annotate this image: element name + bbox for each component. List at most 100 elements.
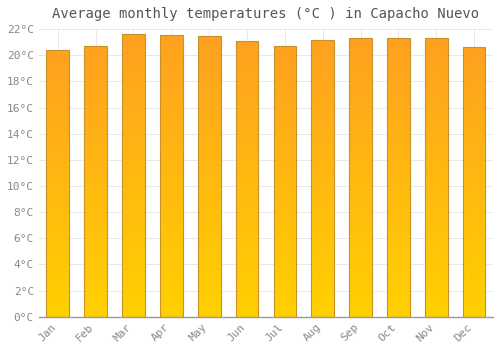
Bar <box>387 83 410 86</box>
Bar <box>122 243 145 246</box>
Bar <box>46 130 69 133</box>
Bar <box>274 53 296 56</box>
Bar <box>160 162 182 165</box>
Bar <box>236 241 258 244</box>
Bar <box>46 113 69 117</box>
Bar <box>160 243 182 246</box>
Bar <box>425 310 448 313</box>
Bar <box>236 193 258 196</box>
Bar <box>198 134 220 138</box>
Bar <box>274 97 296 100</box>
Bar <box>274 120 296 124</box>
Bar <box>425 306 448 310</box>
Bar <box>236 189 258 192</box>
Bar <box>122 168 145 172</box>
Bar <box>463 169 485 172</box>
Bar <box>425 226 448 230</box>
Bar <box>198 292 220 296</box>
Bar <box>160 236 182 239</box>
Bar <box>349 42 372 45</box>
Bar <box>387 139 410 142</box>
Bar <box>160 144 182 148</box>
Bar <box>198 211 220 215</box>
Bar <box>312 286 334 289</box>
Bar <box>387 121 410 125</box>
Bar <box>349 153 372 156</box>
Bar <box>425 237 448 240</box>
Bar <box>84 181 107 185</box>
Bar <box>349 59 372 63</box>
Bar <box>387 272 410 275</box>
Bar <box>236 251 258 255</box>
Bar <box>198 229 220 232</box>
Bar <box>463 47 485 51</box>
Bar <box>425 230 448 233</box>
Bar <box>122 94 145 98</box>
Bar <box>46 290 69 293</box>
Bar <box>46 280 69 284</box>
Bar <box>312 289 334 293</box>
Bar <box>160 229 182 232</box>
Bar <box>387 44 410 48</box>
Bar <box>122 105 145 108</box>
Bar <box>274 252 296 256</box>
Bar <box>349 63 372 66</box>
Bar <box>425 160 448 163</box>
Bar <box>46 270 69 273</box>
Bar <box>84 252 107 256</box>
Bar <box>46 214 69 217</box>
Bar <box>84 259 107 262</box>
Bar <box>425 177 448 181</box>
Bar <box>312 268 334 272</box>
Bar <box>312 150 334 154</box>
Bar <box>198 169 220 173</box>
Bar <box>349 73 372 77</box>
Bar <box>236 62 258 65</box>
Bar <box>387 184 410 188</box>
Bar <box>84 188 107 191</box>
Bar <box>312 233 334 237</box>
Bar <box>274 313 296 317</box>
Bar <box>160 225 182 229</box>
Bar <box>122 154 145 158</box>
Bar <box>274 181 296 185</box>
Bar <box>425 188 448 191</box>
Bar <box>198 275 220 278</box>
Bar <box>84 168 107 171</box>
Bar <box>312 88 334 91</box>
Bar <box>236 206 258 210</box>
Bar <box>387 254 410 258</box>
Bar <box>425 261 448 265</box>
Bar <box>122 91 145 94</box>
Bar <box>46 307 69 310</box>
Bar <box>463 290 485 293</box>
Bar <box>425 167 448 170</box>
Bar <box>122 34 145 317</box>
Bar <box>387 195 410 198</box>
Bar <box>122 292 145 296</box>
Bar <box>46 127 69 130</box>
Bar <box>349 132 372 136</box>
Bar <box>312 199 334 202</box>
Bar <box>349 84 372 87</box>
Bar <box>274 80 296 83</box>
Bar <box>198 60 220 64</box>
Bar <box>312 168 334 171</box>
Bar <box>46 167 69 170</box>
Bar <box>160 232 182 236</box>
Bar <box>84 46 107 317</box>
Bar <box>312 240 334 244</box>
Bar <box>160 303 182 306</box>
Bar <box>84 249 107 252</box>
Bar <box>236 248 258 251</box>
Bar <box>160 116 182 119</box>
Bar <box>198 39 220 43</box>
Bar <box>236 310 258 313</box>
Bar <box>463 115 485 118</box>
Bar <box>84 296 107 300</box>
Bar <box>425 282 448 286</box>
Bar <box>46 303 69 307</box>
Bar <box>387 310 410 313</box>
Bar <box>122 122 145 126</box>
Bar <box>236 196 258 200</box>
